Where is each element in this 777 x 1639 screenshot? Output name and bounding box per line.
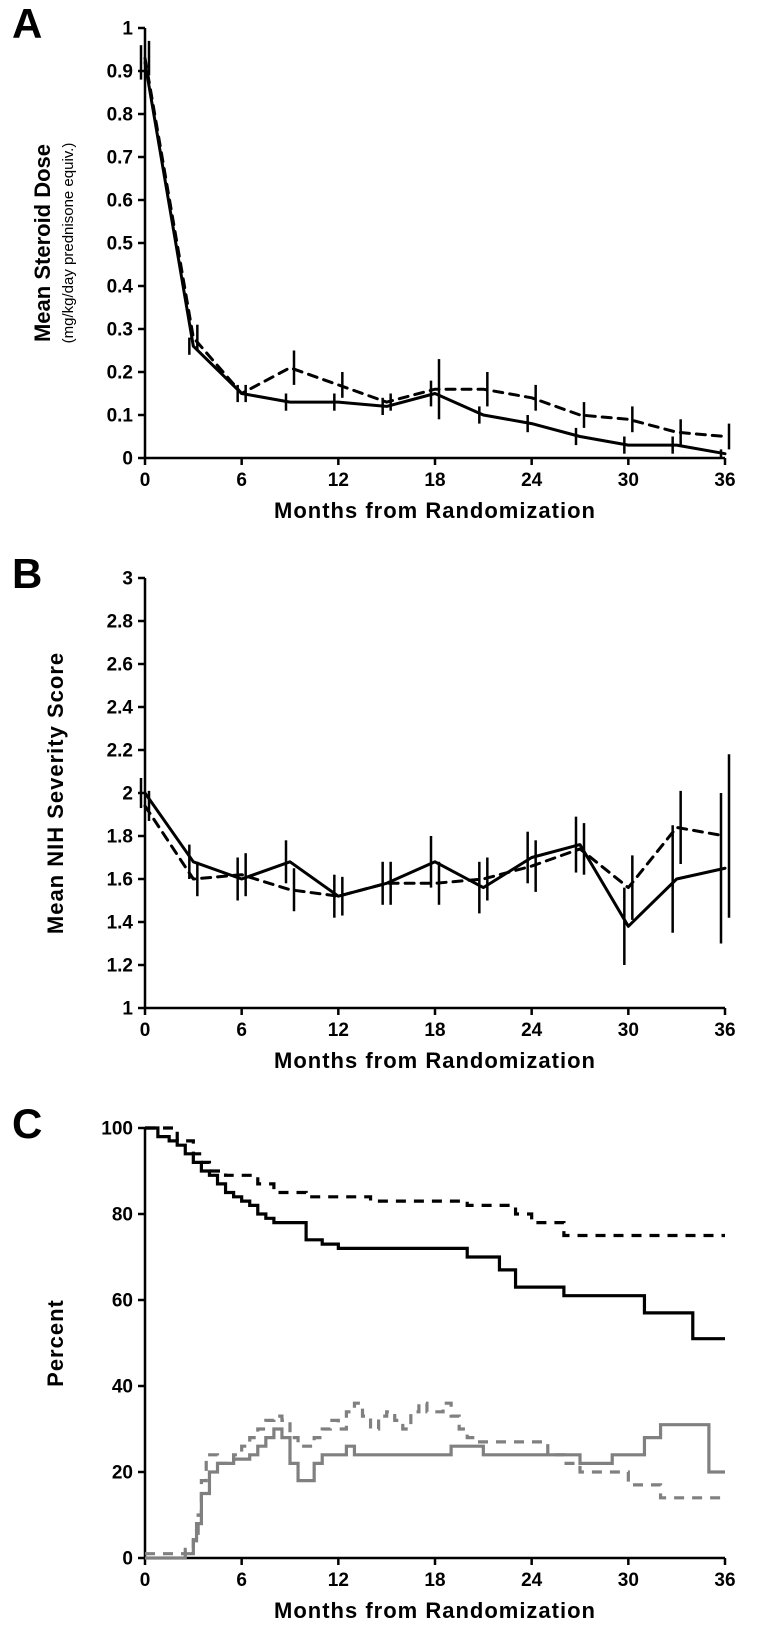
panel-c-label: C [12,1100,42,1148]
svg-text:60: 60 [112,1291,133,1312]
svg-text:18: 18 [424,1570,445,1591]
svg-text:0: 0 [140,1570,151,1591]
svg-text:24: 24 [521,1570,543,1591]
svg-text:12: 12 [328,1020,349,1041]
svg-text:Percent: Percent [43,1299,68,1387]
svg-text:18: 18 [424,1020,445,1041]
svg-text:1.2: 1.2 [107,956,133,977]
svg-text:36: 36 [714,1570,735,1591]
svg-text:30: 30 [618,470,639,491]
svg-text:Mean Steroid Dose: Mean Steroid Dose [30,144,55,342]
svg-text:2: 2 [122,784,133,805]
svg-text:12: 12 [328,1570,349,1591]
svg-text:0: 0 [122,449,133,470]
svg-text:24: 24 [521,1020,543,1041]
svg-text:80: 80 [112,1205,133,1226]
chart-b: 0 6 12 18 24 30 36 1 1.2 1.4 1.6 1.8 2 2.2 2.4 2.6 2.8 3 M… [0,550,777,1100]
svg-text:1.6: 1.6 [107,870,133,891]
svg-text:(mg/kg/day prednisone equiv.): (mg/kg/day prednisone equiv.) [60,143,77,344]
svg-text:6: 6 [236,1020,247,1041]
svg-text:0.7: 0.7 [107,148,133,169]
svg-text:0.8: 0.8 [107,105,133,126]
svg-text:3: 3 [122,569,133,590]
chart-c: 0 6 12 18 24 30 36 0 20 40 60 80 100 Months from Rand… [0,1100,777,1639]
svg-text:2.6: 2.6 [107,655,133,676]
figure: A 06121824303600.10.20.30.40.50.60.70.80… [0,0,777,1639]
svg-text:0.3: 0.3 [107,320,133,341]
panel-a: A 06121824303600.10.20.30.40.50.60.70.80… [0,0,777,550]
svg-text:1.4: 1.4 [107,913,134,934]
svg-text:0.9: 0.9 [107,62,133,83]
svg-text:24: 24 [521,470,543,491]
svg-text:0.5: 0.5 [107,234,134,255]
svg-text:1.8: 1.8 [107,827,133,848]
svg-text:6: 6 [236,470,247,491]
svg-text:6: 6 [236,1570,247,1591]
svg-text:36: 36 [714,1020,735,1041]
svg-text:30: 30 [618,1570,639,1591]
chart-a: 0 6 12 18 24 30 36 0 0.1 0.2 0.3 0.4 0.5 0.6 0.7 0.8 0.9… [0,0,777,550]
svg-text:2.8: 2.8 [107,612,133,633]
svg-text:0.1: 0.1 [107,406,134,427]
svg-text:36: 36 [714,470,735,491]
svg-text:0.6: 0.6 [107,191,133,212]
svg-text:0: 0 [122,1549,133,1570]
svg-text:Mean NIH Severity Score: Mean NIH Severity Score [43,652,68,934]
panel-a-label: A [12,0,42,48]
svg-text:2.2: 2.2 [107,741,133,762]
svg-text:12: 12 [328,470,349,491]
svg-text:20: 20 [112,1463,133,1484]
svg-text:1: 1 [122,19,133,40]
svg-text:0.2: 0.2 [107,363,133,384]
svg-text:Months from Randomization: Months from Randomization [274,498,596,523]
panel-b: B 0 6 12 18 24 30 36 1 1.2 1.4 1.6 1.8 2 2.2 2.4 2.6 2.8… [0,550,777,1100]
svg-text:2.4: 2.4 [107,698,134,719]
svg-text:Months from Randomization: Months from Randomization [274,1598,596,1623]
svg-text:30: 30 [618,1020,639,1041]
svg-text:Months from Randomization: Months from Randomization [274,1048,596,1073]
panel-b-label: B [12,550,42,598]
svg-text:40: 40 [112,1377,133,1398]
svg-text:1: 1 [122,999,133,1020]
svg-text:100: 100 [101,1119,133,1140]
svg-text:0.4: 0.4 [107,277,134,298]
svg-text:0: 0 [140,470,151,491]
svg-text:0: 0 [140,1020,151,1041]
svg-text:18: 18 [424,470,445,491]
panel-c: C 0 6 12 18 24 30 36 0 20 40 60 80 100 Months from Ra… [0,1100,777,1639]
